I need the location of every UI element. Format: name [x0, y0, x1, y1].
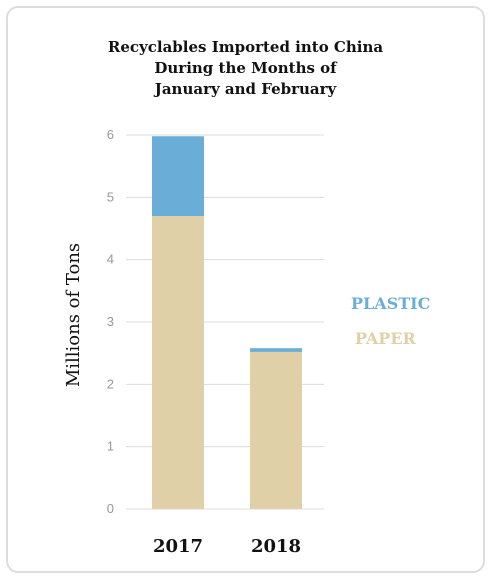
y-tick-label: 1 — [107, 439, 114, 454]
chart-card — [6, 6, 485, 573]
y-tick-label: 6 — [107, 127, 114, 142]
y-tick-label: 2 — [107, 376, 114, 391]
bar-plastic-2017 — [152, 136, 204, 217]
bars — [152, 136, 302, 510]
y-tick-label: 5 — [107, 189, 114, 204]
chart-title-line-1: Recyclables Imported into China — [107, 38, 384, 56]
legend-plastic: PLASTIC — [351, 294, 430, 313]
chart-title-line-3: January and February — [154, 80, 337, 98]
y-tick-labels: 0 1 2 3 4 5 6 — [107, 127, 114, 516]
chart-title-line-2: During the Months of — [154, 59, 337, 77]
y-axis-label: Millions of Tons — [63, 243, 84, 387]
legend-paper: PAPER — [355, 329, 417, 348]
x-tick-labels: 2017 2018 — [153, 536, 301, 557]
x-tick-label: 2018 — [251, 536, 301, 557]
y-tick-label: 3 — [107, 314, 114, 329]
legend: PLASTIC PAPER — [351, 294, 430, 348]
y-tick-label: 0 — [107, 501, 114, 516]
bar-paper-2017 — [152, 216, 204, 510]
bar-paper-2018 — [250, 351, 302, 509]
y-tick-label: 4 — [107, 252, 114, 267]
bar-plastic-2018 — [250, 348, 302, 352]
x-tick-label: 2017 — [153, 536, 203, 557]
